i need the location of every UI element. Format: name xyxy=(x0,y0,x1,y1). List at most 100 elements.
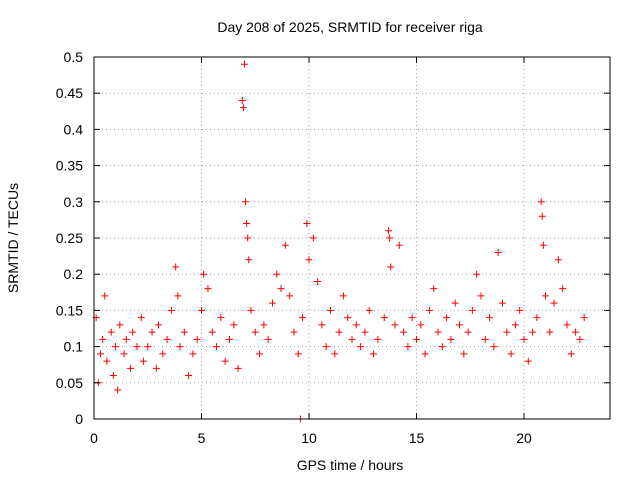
data-point xyxy=(264,335,272,343)
data-point xyxy=(499,299,506,307)
data-point xyxy=(185,372,193,380)
data-point xyxy=(122,335,130,343)
data-point xyxy=(152,364,160,372)
data-point xyxy=(494,248,502,256)
data-point xyxy=(290,328,298,336)
data-point xyxy=(468,306,476,314)
data-point xyxy=(260,321,268,329)
y-tick-label: 0.4 xyxy=(64,121,84,137)
data-point xyxy=(374,335,382,343)
data-point xyxy=(208,328,216,336)
data-point xyxy=(567,350,575,358)
data-point xyxy=(322,343,330,351)
data-point xyxy=(563,321,571,329)
x-axis-title: GPS time / hours xyxy=(297,457,404,473)
data-point xyxy=(281,241,289,249)
data-point xyxy=(299,314,307,322)
data-point xyxy=(230,321,238,329)
data-point xyxy=(327,306,334,314)
data-point xyxy=(357,343,365,351)
data-point xyxy=(217,314,225,322)
data-point xyxy=(395,241,403,249)
data-point xyxy=(180,328,188,336)
axis-ticks: 0 0.05 0.1 0.15 0.2 0.25 0.3 0.35 0.4 0.45 0.5 0 5 10… xyxy=(56,49,610,446)
data-points xyxy=(92,60,588,423)
y-tick-label: 0.25 xyxy=(56,230,83,246)
data-point xyxy=(172,263,180,271)
data-point xyxy=(163,335,171,343)
data-point xyxy=(486,314,494,322)
data-point xyxy=(451,299,459,307)
data-point xyxy=(268,299,276,307)
data-point xyxy=(225,335,233,343)
y-axis-title: SRMTID / TECUs xyxy=(5,183,21,293)
data-point xyxy=(314,277,322,285)
data-point xyxy=(198,306,205,314)
data-point xyxy=(213,343,221,351)
data-point xyxy=(580,314,588,322)
data-point xyxy=(193,335,201,343)
data-point xyxy=(286,292,294,300)
data-point xyxy=(221,357,229,365)
data-point xyxy=(507,350,515,358)
data-point xyxy=(204,285,212,293)
data-point xyxy=(421,350,429,358)
data-point xyxy=(539,241,547,249)
data-point xyxy=(234,364,242,372)
x-tick-label: 0 xyxy=(90,430,98,446)
y-tick-label: 0.35 xyxy=(56,158,83,174)
data-point xyxy=(239,104,247,112)
data-point xyxy=(456,321,463,329)
data-point xyxy=(352,321,360,329)
data-point xyxy=(200,270,208,278)
data-point xyxy=(251,328,259,336)
data-point xyxy=(238,96,246,104)
data-point xyxy=(400,328,408,336)
data-point xyxy=(277,285,285,293)
data-point xyxy=(404,343,412,351)
data-point xyxy=(473,270,481,278)
data-point xyxy=(537,198,545,206)
data-point xyxy=(533,314,541,322)
data-point xyxy=(417,321,425,329)
data-point xyxy=(576,335,584,343)
data-point xyxy=(112,343,119,351)
data-point xyxy=(176,343,184,351)
data-point xyxy=(96,350,104,358)
data-point xyxy=(148,328,156,336)
data-point xyxy=(99,335,107,343)
y-tick-label: 0.45 xyxy=(56,85,83,101)
data-point xyxy=(524,357,532,365)
data-point xyxy=(247,306,255,314)
y-tick-label: 0.1 xyxy=(64,339,84,355)
y-tick-label: 0 xyxy=(75,411,83,427)
data-point xyxy=(438,343,446,351)
chart-title: Day 208 of 2025, SRMTID for receiver rig… xyxy=(217,19,483,35)
data-point xyxy=(242,198,250,206)
data-point xyxy=(385,227,393,235)
data-point xyxy=(243,220,251,228)
data-point xyxy=(516,306,524,314)
data-point xyxy=(477,292,485,300)
plot-frame xyxy=(93,56,611,420)
data-point xyxy=(294,350,302,358)
y-tick-label: 0.2 xyxy=(64,266,84,282)
data-point xyxy=(546,328,554,336)
data-point xyxy=(103,357,111,365)
data-point xyxy=(572,328,580,336)
data-point xyxy=(542,292,549,300)
x-tick-label: 10 xyxy=(301,430,317,446)
data-point xyxy=(318,321,326,329)
data-point xyxy=(129,328,137,336)
data-point xyxy=(348,335,356,343)
data-point xyxy=(361,328,369,336)
data-point xyxy=(503,328,511,336)
data-point xyxy=(370,350,377,358)
data-point xyxy=(116,321,124,329)
data-point xyxy=(244,234,252,242)
data-point xyxy=(273,270,281,278)
data-point xyxy=(159,350,167,358)
data-point xyxy=(490,343,498,351)
data-point xyxy=(460,350,468,358)
